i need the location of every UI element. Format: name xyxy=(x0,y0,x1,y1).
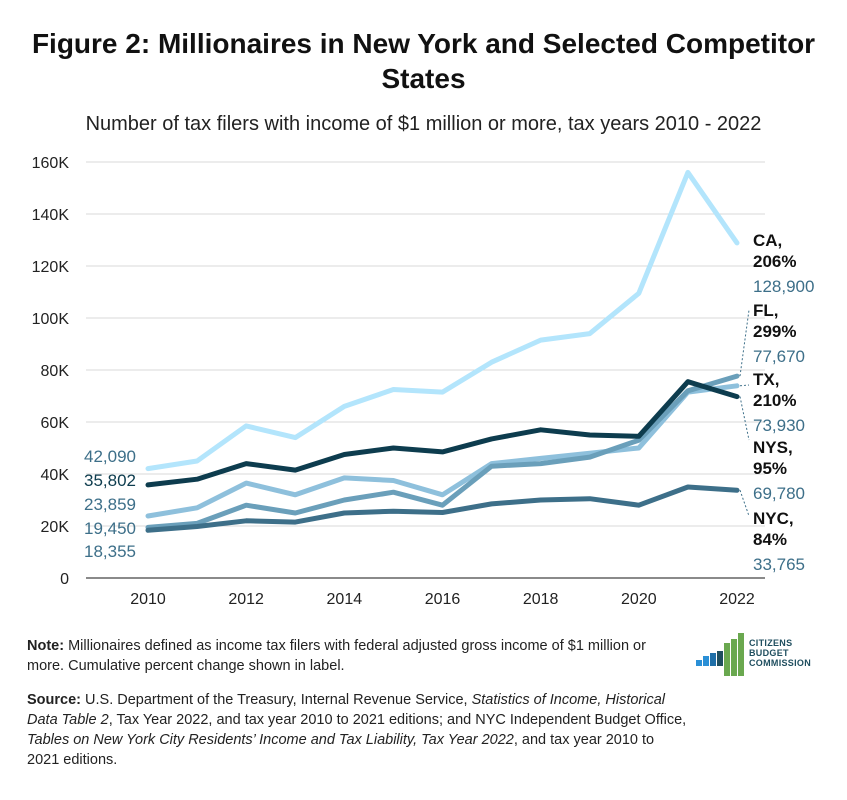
start-label-tx: 23,859 xyxy=(84,495,136,514)
x-tick-label: 2010 xyxy=(130,591,166,608)
series-pct-label-tx: 210% xyxy=(753,391,796,410)
x-tick-label: 2016 xyxy=(425,591,461,608)
start-label-fl: 19,450 xyxy=(84,519,136,538)
series-name-label-nys: NYS, xyxy=(753,438,793,457)
series-line-ca xyxy=(145,169,740,472)
chart-title: Figure 2: Millionaires in New York and S… xyxy=(31,28,816,94)
series-name-label-nyc: NYC, xyxy=(753,509,794,528)
start-label-nys: 35,802 xyxy=(84,471,136,490)
series-end-label-ca: 128,900 xyxy=(753,277,814,296)
source: Source: U.S. Department of the Treasury,… xyxy=(27,690,687,770)
logo-line-1: CITIZENS xyxy=(749,638,793,648)
y-tick-label: 160K xyxy=(32,155,70,172)
source-text-3: , and tax year 2010 to 2021 editions. xyxy=(27,732,655,768)
leader-line-nyc xyxy=(739,490,750,517)
x-tick-label: 2014 xyxy=(327,591,363,608)
source-italic-1: Statistics of Income, Historical Data Ta… xyxy=(27,692,666,728)
series-name-label-fl: FL, xyxy=(753,301,779,320)
leader-line-nys xyxy=(739,396,750,441)
series-line-nyc xyxy=(145,484,740,533)
source-label: Source: xyxy=(27,692,81,708)
x-tick-label: 2020 xyxy=(621,591,657,608)
start-label-ca: 42,090 xyxy=(84,447,136,466)
series-line-tx xyxy=(145,383,740,519)
series-end-label-tx: 73,930 xyxy=(753,416,805,435)
note: Note: Millionaires defined as income tax… xyxy=(27,636,677,676)
logo-line-2: BUDGET xyxy=(749,648,789,658)
source-text-1: U.S. Department of the Treasury, Interna… xyxy=(81,692,472,708)
note-text: Millionaires defined as income tax filer… xyxy=(27,638,646,674)
start-label-nyc: 18,355 xyxy=(84,542,136,561)
leader-line-tx xyxy=(739,384,750,387)
source-italic-2: Tables on New York City Residents’ Incom… xyxy=(27,732,514,748)
series-end-label-nyc: 33,765 xyxy=(753,555,805,574)
y-tick-label: 140K xyxy=(32,207,70,224)
y-tick-label: 120K xyxy=(32,259,70,276)
x-tick-label: 2018 xyxy=(523,591,559,608)
x-tick-label: 2022 xyxy=(719,591,755,608)
y-tick-label: 0 xyxy=(60,571,69,588)
series-name-label-ca: CA, xyxy=(753,231,782,250)
series-name-label-tx: TX, xyxy=(753,370,779,389)
note-label: Note: xyxy=(27,638,65,654)
y-tick-label: 40K xyxy=(41,467,70,484)
series-pct-label-nyc: 84% xyxy=(753,530,787,549)
series-end-label-fl: 77,670 xyxy=(753,347,805,366)
y-tick-label: 100K xyxy=(32,311,70,328)
y-tick-label: 60K xyxy=(41,415,70,432)
line-chart: 0 20K 40K 60K 80K 100K 120K 140K 160K 2010 2012 201… xyxy=(32,155,815,608)
y-tick-label: 20K xyxy=(41,519,70,536)
y-tick-label: 80K xyxy=(41,363,70,380)
series-line-fl xyxy=(145,373,740,530)
source-text-2: , Tax Year 2022, and tax year 2010 to 20… xyxy=(108,712,687,728)
citizens-budget-commission-logo: CITIZENS BUDGET COMMISSION xyxy=(696,633,836,678)
series-line-nys xyxy=(145,379,740,488)
series-end-label-nys: 69,780 xyxy=(753,484,805,503)
chart-subtitle: Number of tax filers with income of $1 m… xyxy=(85,113,762,135)
logo-bars-icon xyxy=(696,633,744,676)
x-tick-label: 2012 xyxy=(228,591,264,608)
leader-line-fl xyxy=(739,309,750,377)
logo-line-3: COMMISSION xyxy=(749,658,812,668)
series-pct-label-ca: 206% xyxy=(753,252,796,271)
series-pct-label-fl: 299% xyxy=(753,322,796,341)
series-pct-label-nys: 95% xyxy=(753,459,787,478)
